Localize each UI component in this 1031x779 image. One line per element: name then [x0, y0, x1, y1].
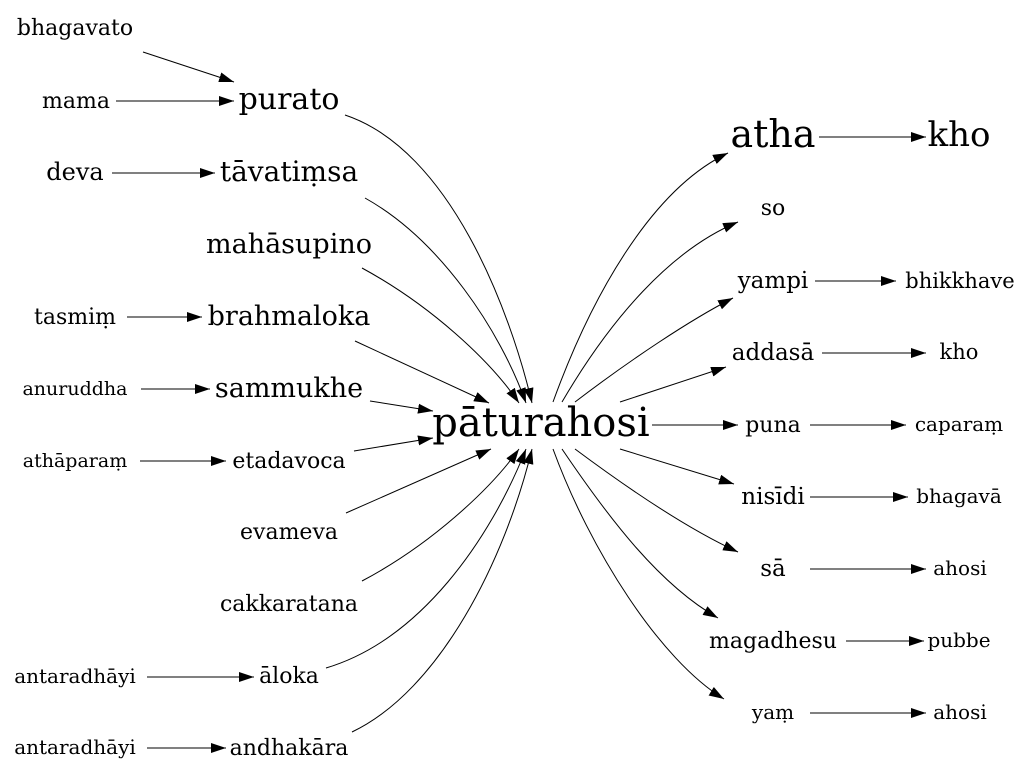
node-bhikkhave: bhikkhave: [905, 269, 1014, 293]
node-addasa: addasā: [732, 340, 815, 366]
node-so: so: [761, 196, 786, 221]
edge-bhagavato-purato: [142, 51, 235, 83]
node-bhagava: bhagavā: [916, 484, 1002, 508]
node-bhagavato: bhagavato: [17, 16, 133, 41]
edge-tavatimsa-paturahosi: [364, 197, 527, 404]
edge-aloka-paturahosi: [325, 448, 527, 669]
node-purato: purato: [239, 82, 340, 117]
node-antaradhayi-1: antaradhāyi: [14, 664, 136, 688]
node-puna: puna: [745, 413, 801, 438]
node-nisidi: nisīdi: [741, 484, 804, 510]
edge-purato-paturahosi: [344, 114, 534, 404]
edge-paturahosi-yampi: [574, 297, 734, 403]
node-pubbe: pubbe: [927, 628, 990, 652]
node-ahosi-1: ahosi: [933, 556, 987, 580]
edge-sammukhe-paturahosi: [369, 400, 434, 414]
edge-paturahosi-sa: [574, 448, 739, 553]
node-tavatimsa: tāvatiṃsa: [220, 155, 358, 188]
node-kho-1: kho: [928, 115, 991, 155]
node-antaradhayi-2: antaradhāyi: [14, 735, 136, 759]
edge-evameva-paturahosi: [345, 448, 492, 514]
node-athaparam: athāparaṃ: [23, 450, 127, 472]
edge-brahmaloka-paturahosi: [354, 340, 490, 404]
node-magadhesu: magadhesu: [709, 629, 837, 654]
node-sammukhe: sammukhe: [215, 373, 363, 404]
edge-andhakara-paturahosi: [351, 448, 534, 733]
node-yam: yaṃ: [751, 700, 794, 724]
edge-paturahosi-addasa: [619, 366, 727, 403]
edge-paturahosi-so: [561, 221, 739, 403]
node-deva: deva: [46, 158, 103, 186]
node-mama: mama: [42, 89, 110, 114]
edge-paturahosi-nisidi: [619, 448, 735, 485]
nodes-layer: pāturahosi bhagavato mama deva tasmiṃ an…: [14, 16, 1015, 761]
node-kho-2: kho: [940, 340, 979, 364]
node-mahasupino: mahāsupino: [206, 229, 372, 260]
node-caparam: caparaṃ: [915, 412, 1003, 436]
node-evameva: evameva: [240, 520, 338, 545]
node-andhakara: andhakāra: [230, 736, 349, 761]
edge-paturahosi-magadhesu: [561, 448, 719, 619]
edge-etadavoca-paturahosi: [353, 435, 434, 452]
node-ahosi-2: ahosi: [933, 700, 987, 724]
node-brahmaloka: brahmaloka: [208, 301, 371, 332]
node-etadavoca: etadavoca: [232, 449, 345, 474]
edges-layer: [112, 51, 926, 753]
node-tasmim: tasmiṃ: [34, 305, 116, 330]
node-cakkaratana: cakkaratana: [220, 592, 358, 617]
edge-paturahosi-yam: [552, 448, 725, 700]
node-anuruddha: anuruddha: [22, 378, 127, 400]
node-yampi: yampi: [737, 268, 809, 294]
edge-paturahosi-atha: [552, 152, 729, 403]
edge-cakkaratana-paturahosi: [361, 448, 520, 582]
node-aloka: āloka: [259, 664, 319, 689]
node-atha: atha: [730, 112, 815, 156]
edge-mahasupino-paturahosi: [361, 267, 520, 404]
node-sa: sā: [760, 556, 786, 582]
node-paturahosi: pāturahosi: [432, 400, 649, 446]
